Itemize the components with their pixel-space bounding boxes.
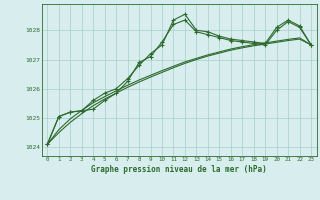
X-axis label: Graphe pression niveau de la mer (hPa): Graphe pression niveau de la mer (hPa) [91,165,267,174]
